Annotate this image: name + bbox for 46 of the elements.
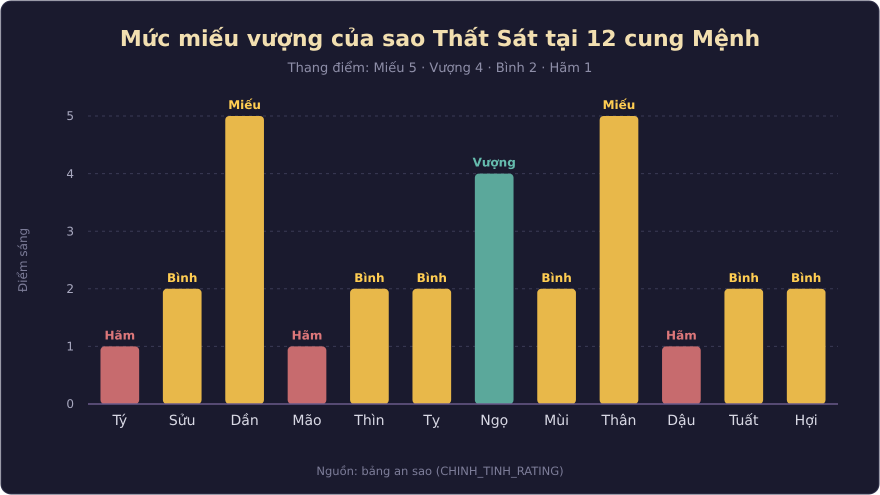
data-label: Hãm [104,328,136,342]
text: Nguồn: bảng an sao (CHINH_TINH_RATING) [316,464,564,478]
y-tick-label: 3 [66,224,74,238]
chart-title: Mức miếu vượng của sao Thất Sát tại 12 cung Mệnh [120,26,760,52]
x-tick-label: Tuất [728,413,759,429]
bar [662,346,701,404]
y-tick-label: 4 [66,166,74,181]
bar [162,288,202,404]
x-tick-label: Tỵ [422,413,440,429]
bar [350,288,389,404]
y-tick-label: 2 [66,282,74,296]
bar [724,288,764,404]
data-label: Miếu [228,98,261,112]
data-label: Vượng [472,156,516,170]
y-tick-label: 0 [66,397,74,412]
data-label: Bình [354,270,385,285]
x-tick-label: Mão [292,413,322,429]
x-tick-label: Mùi [544,413,570,429]
data-label: Bình [791,270,822,285]
x-tick-label: Dậu [667,413,696,429]
bar [600,116,638,404]
x-tick-label: Thân [600,413,636,429]
data-label: Bình [167,270,198,285]
y-tick-label: 1 [66,340,74,354]
bar [225,116,264,404]
bar [537,288,576,404]
bar [412,288,452,404]
y-axis-title: Điểm sáng [16,228,30,292]
y-tick-label: 5 [66,109,74,124]
bar [100,346,140,404]
x-tick-label: Tý [111,413,128,429]
bar [474,174,514,404]
bar [288,346,326,404]
x-tick-label: Sửu [168,413,196,429]
bar [786,288,826,404]
chart-subtitle: Thang điểm: Miếu 5 · Vượng 4 · Bình 2 · Hãm 1 [286,60,592,76]
x-tick-label: Ngọ [480,413,508,429]
data-label: Bình [728,270,759,285]
x-tick-label: Thìn [353,413,384,429]
data-label: Hãm [292,328,322,342]
x-tick-label: Hợi [794,413,818,429]
x-tick-label: Dần [230,413,259,429]
data-label: Bình [541,270,572,285]
data-label: Bình [416,270,447,285]
data-label: Hãm [666,328,697,342]
data-label: Miếu [602,98,636,112]
